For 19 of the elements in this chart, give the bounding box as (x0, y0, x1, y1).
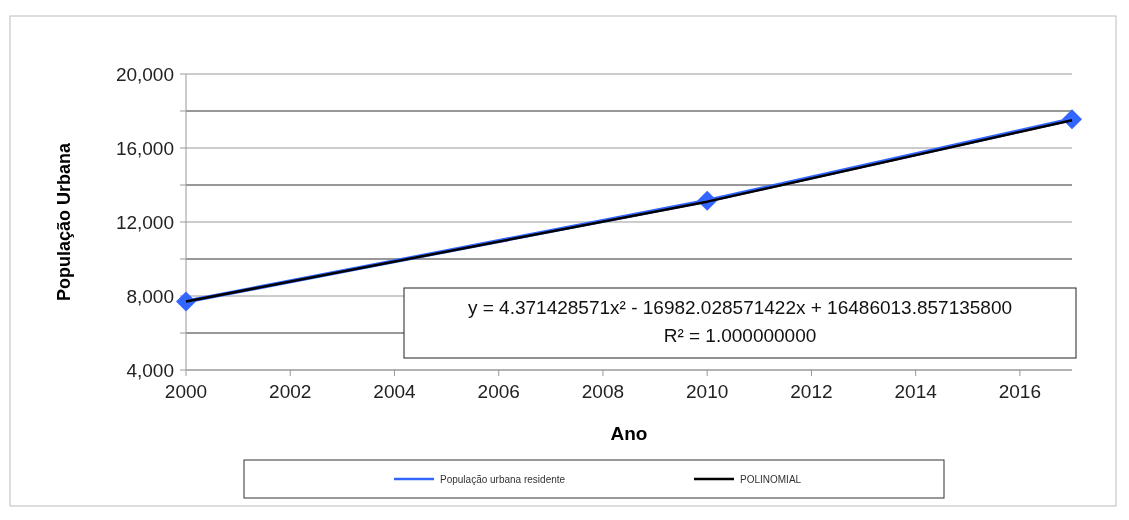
x-tick-label: 2004 (373, 381, 417, 402)
x-tick-label: 2012 (790, 381, 833, 402)
y-tick-label: 20,000 (115, 63, 174, 85)
x-axis-title: Ano (610, 423, 648, 444)
x-tick-label: 2006 (477, 381, 520, 402)
y-tick-label: 8,000 (126, 285, 174, 307)
x-tick-label: 2014 (894, 381, 938, 402)
y-tick-label: 12,000 (115, 211, 174, 233)
y-tick-label: 16,000 (115, 137, 174, 159)
y-axis-title: População Urbana (54, 142, 74, 302)
x-tick-label: 2008 (581, 381, 625, 402)
x-tick-label: 2010 (686, 381, 729, 402)
y-tick-label: 4,000 (126, 359, 174, 381)
legend-label: POLINOMIAL (740, 473, 802, 485)
annotation: y = 4.371428571x² - 16982.028571422x + 16486013.857135800 R² = 1.000000000 (467, 297, 1013, 346)
legend-label: População urbana residente (440, 473, 566, 485)
x-tick-label: 2002 (269, 381, 312, 402)
x-tick-label: 2016 (998, 381, 1042, 402)
x-tick-label: 2000 (164, 381, 208, 402)
